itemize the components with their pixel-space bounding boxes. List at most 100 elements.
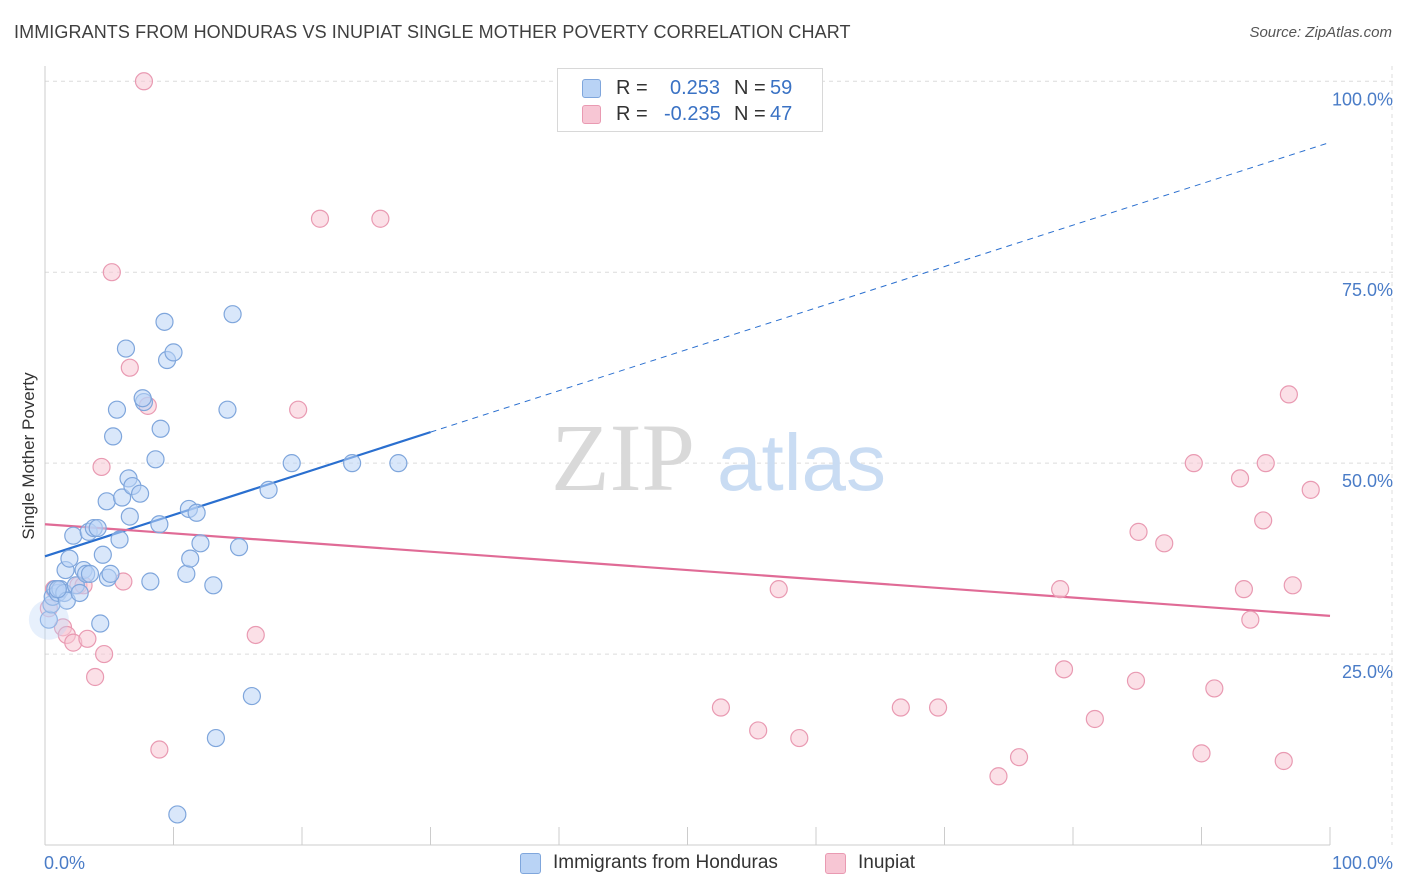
inupiat-point-19: [371, 209, 390, 228]
x-tick-labels: 0.0% 100.0%: [44, 853, 1393, 873]
inupiat-point-12: [120, 358, 139, 377]
axes: [44, 66, 1331, 846]
honduras-point-25: [107, 400, 127, 419]
inupiat-point-43: [1274, 751, 1293, 771]
honduras-point-39: [155, 312, 174, 331]
inupiat-point-7: [86, 667, 105, 687]
inupiat-point-15: [150, 740, 169, 759]
inupiat-point-45: [1279, 385, 1298, 404]
stats-legend: R = 0.253 N = 59 R = -0.235 N = 47: [557, 68, 823, 132]
honduras-point-49: [206, 728, 226, 748]
trend-lines: [44, 141, 1331, 617]
honduras-point-42: [168, 805, 187, 824]
y-tick-label-0: 100.0%: [1332, 89, 1393, 109]
inupiat-point-41: [1254, 511, 1273, 530]
legend-n-label: N =: [734, 77, 766, 99]
honduras-point-47: [191, 534, 210, 553]
bottom-legend-label-honduras: Immigrants from Honduras: [553, 852, 778, 873]
inupiat-point-35: [1184, 454, 1203, 473]
y-tick-label-3: 25.0%: [1342, 662, 1393, 682]
honduras-points: [28, 305, 408, 824]
honduras-point-24: [104, 427, 123, 446]
inupiat-point-8: [92, 457, 111, 477]
inupiat-point-33: [1126, 671, 1146, 690]
honduras-point-45: [181, 549, 200, 568]
inupiat-point-21: [711, 698, 731, 717]
y-axis-label: Single Mother Poverty: [19, 372, 38, 540]
inupiat-point-25: [891, 698, 910, 717]
honduras-point-9: [60, 549, 79, 568]
bottom-legend-label-inupiat: Inupiat: [858, 852, 916, 873]
honduras-point-30: [120, 507, 139, 526]
honduras-point-54: [259, 480, 278, 499]
inupiat-point-13: [134, 72, 154, 91]
honduras-point-48: [204, 576, 223, 595]
inupiat-point-39: [1234, 580, 1254, 599]
inupiat-point-24: [790, 728, 809, 748]
trend-line-inupiat: [44, 523, 1331, 617]
honduras-point-21: [97, 492, 116, 511]
y-tick-labels: 100.0% 75.0% 50.0% 25.0%: [1332, 89, 1393, 682]
honduras-point-37: [150, 515, 169, 534]
honduras-point-36: [146, 450, 165, 469]
legend-n-label: N =: [734, 103, 766, 125]
inupiat-point-37: [1205, 679, 1224, 698]
inupiat-point-6: [78, 629, 97, 648]
inupiat-point-44: [1283, 576, 1302, 595]
honduras-point-55: [282, 454, 301, 473]
trend-line-honduras-extension: [430, 141, 1331, 433]
legend-r-label: R =: [616, 77, 648, 99]
legend-r-value: 0.253: [670, 77, 721, 99]
honduras-point-50: [218, 400, 237, 419]
honduras-point-41: [164, 343, 183, 362]
bottom-legend-swatch-pink: [825, 853, 846, 874]
inupiat-point-26: [928, 698, 948, 717]
inupiat-point-27: [989, 767, 1008, 786]
honduras-point-53: [242, 686, 261, 706]
honduras-point-20: [93, 545, 112, 564]
inupiat-point-32: [1129, 522, 1148, 541]
inupiat-point-28: [1009, 748, 1029, 767]
honduras-point-38: [151, 419, 170, 438]
legend-r-label: R =: [616, 103, 648, 125]
honduras-point-32: [130, 484, 150, 503]
source-label: Source: ZipAtlas.com: [1249, 24, 1392, 41]
honduras-point-23: [101, 564, 120, 583]
honduras-point-56: [343, 454, 362, 473]
inupiat-point-34: [1155, 534, 1174, 553]
legend-n-value: 47: [770, 103, 793, 125]
honduras-point-12: [70, 583, 89, 603]
inupiat-point-23: [769, 580, 788, 599]
inupiat-point-9: [95, 644, 114, 664]
honduras-point-15: [80, 564, 100, 583]
legend-r-value: -0.235: [664, 103, 721, 125]
honduras-point-34: [133, 389, 152, 408]
chart-title: IMMIGRANTS FROM HONDURAS VS INUPIAT SING…: [14, 22, 851, 42]
honduras-point-27: [112, 488, 132, 507]
inupiat-point-22: [749, 721, 768, 740]
honduras-point-35: [141, 572, 160, 591]
inupiat-point-38: [1230, 469, 1250, 488]
inupiat-point-10: [102, 263, 121, 282]
honduras-cluster-blob: [28, 599, 69, 640]
honduras-point-51: [223, 305, 242, 324]
inupiat-point-30: [1054, 660, 1074, 679]
watermark-zip: ZIP: [551, 404, 695, 511]
y-tick-label-1: 75.0%: [1342, 280, 1393, 300]
inupiat-point-42: [1256, 454, 1275, 473]
legend-n-value: 59: [770, 77, 793, 99]
honduras-point-28: [116, 339, 136, 358]
legend-swatch-blue: [582, 79, 601, 98]
inupiat-point-46: [1301, 480, 1320, 499]
honduras-point-58: [48, 580, 67, 599]
x-tick-label-1: 100.0%: [1332, 853, 1393, 873]
honduras-point-18: [88, 518, 107, 538]
inupiat-point-17: [289, 400, 308, 419]
bottom-legend-swatch-blue: [520, 853, 541, 874]
honduras-point-43: [177, 564, 196, 583]
x-tick-label-0: 0.0%: [44, 853, 85, 873]
honduras-point-57: [389, 454, 408, 473]
inupiat-points: [39, 72, 1320, 786]
inupiat-point-31: [1085, 709, 1104, 729]
